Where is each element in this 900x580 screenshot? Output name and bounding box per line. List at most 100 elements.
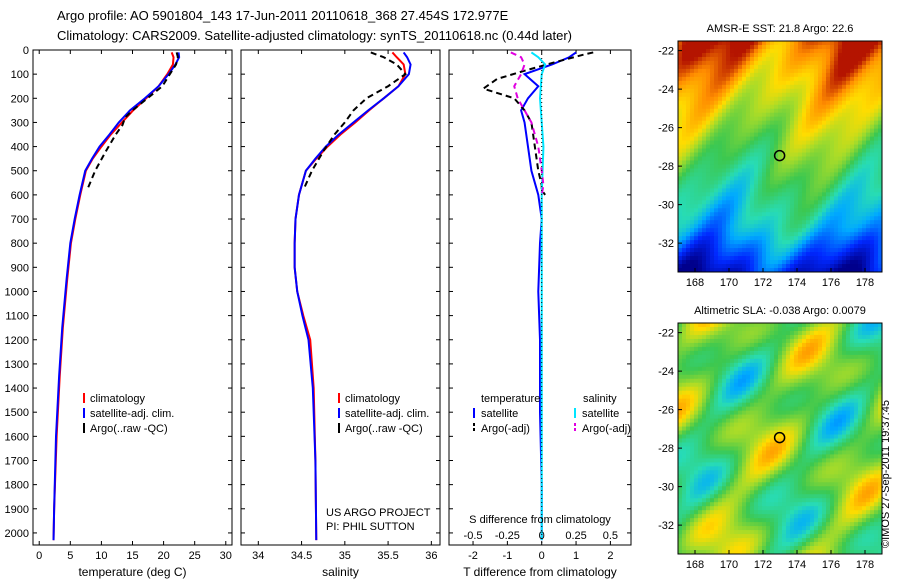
map-cell — [746, 350, 751, 356]
map-cell — [862, 72, 867, 78]
map-cell — [722, 124, 727, 130]
map-cell — [870, 44, 875, 50]
map-cell — [794, 370, 799, 376]
map-cell — [834, 124, 839, 130]
map-cell — [830, 232, 835, 237]
map-cell — [678, 220, 683, 225]
map-cell — [850, 342, 855, 348]
map-cell — [874, 260, 879, 265]
map-cell — [794, 434, 799, 440]
map-cell — [682, 458, 687, 463]
map-cell — [782, 48, 787, 54]
map-cell — [846, 132, 851, 138]
map-cell — [790, 454, 795, 460]
map-cell — [726, 430, 731, 436]
map-cell — [810, 256, 815, 261]
map-cell — [854, 406, 859, 412]
map-cell — [778, 256, 783, 261]
map-cell — [750, 64, 755, 70]
map-cell — [710, 370, 715, 376]
map-cell — [754, 394, 759, 400]
map-cell — [726, 358, 731, 364]
map-cell — [730, 160, 735, 166]
map-cell — [822, 140, 827, 146]
map-cell — [742, 152, 747, 158]
map-cell — [826, 200, 831, 205]
map-cell — [758, 268, 763, 272]
map-cell — [714, 398, 719, 404]
map-cell — [678, 394, 683, 400]
map-cell — [686, 172, 691, 178]
map-cell — [730, 200, 735, 205]
map-cell — [834, 120, 839, 126]
map-cell — [762, 68, 767, 74]
map-cell — [794, 244, 799, 249]
map-cell — [802, 208, 807, 213]
map-cell — [682, 410, 687, 416]
map-cell — [698, 136, 703, 142]
map-cell — [722, 323, 727, 328]
map-cell — [734, 76, 739, 82]
map-cell — [698, 156, 703, 162]
map-cell — [678, 378, 683, 384]
map-cell — [694, 120, 699, 126]
map-cell — [742, 454, 747, 460]
map-cell — [834, 240, 839, 245]
map-cell — [802, 260, 807, 265]
map-cell — [846, 422, 851, 428]
map-cell — [870, 116, 875, 122]
map-cell — [838, 410, 843, 416]
map-cell — [850, 164, 855, 170]
map-cell — [878, 212, 882, 217]
map-cell — [742, 168, 747, 174]
map-cell — [778, 172, 783, 178]
map-cell — [754, 330, 759, 336]
map-cell — [862, 176, 867, 181]
map-cell — [710, 354, 715, 360]
map-cell — [850, 326, 855, 332]
map-cell — [858, 120, 863, 126]
map-cell — [730, 84, 735, 90]
map-cell — [782, 426, 787, 432]
map-cell — [754, 434, 759, 440]
map-cell — [846, 402, 851, 408]
map-cell — [838, 430, 843, 436]
map-cell — [802, 434, 807, 440]
map-cell — [738, 48, 743, 54]
map-cell — [738, 84, 743, 90]
map-cell — [694, 208, 699, 213]
map-cell — [722, 184, 727, 189]
map-cell — [846, 252, 851, 257]
map-cell — [734, 434, 739, 440]
map-cell — [846, 426, 851, 432]
map-cell — [814, 116, 819, 122]
map-cell — [810, 132, 815, 138]
map-cell — [722, 268, 727, 272]
map-cell — [710, 366, 715, 372]
map-cell — [810, 334, 815, 340]
map-cell — [874, 216, 879, 221]
map-cell — [754, 410, 759, 416]
map-cell — [694, 430, 699, 436]
map-cell — [750, 196, 755, 201]
map-cell — [866, 84, 871, 90]
map-cell — [714, 430, 719, 436]
map-cell — [758, 442, 763, 448]
map-cell — [770, 180, 775, 185]
map-cell — [838, 128, 843, 134]
map-cell — [826, 140, 831, 146]
map-cell — [706, 370, 711, 376]
map-cell — [842, 196, 847, 201]
map-cell — [722, 346, 727, 352]
map-cell — [730, 354, 735, 360]
map-cell — [870, 390, 875, 396]
map-cell — [686, 350, 691, 356]
map-cell — [794, 112, 799, 118]
map-cell — [846, 240, 851, 245]
map-cell — [846, 244, 851, 249]
map-cell — [818, 386, 823, 392]
map-cell — [834, 378, 839, 384]
map-cell — [698, 224, 703, 229]
map-cell — [698, 410, 703, 416]
map-cell — [698, 354, 703, 360]
